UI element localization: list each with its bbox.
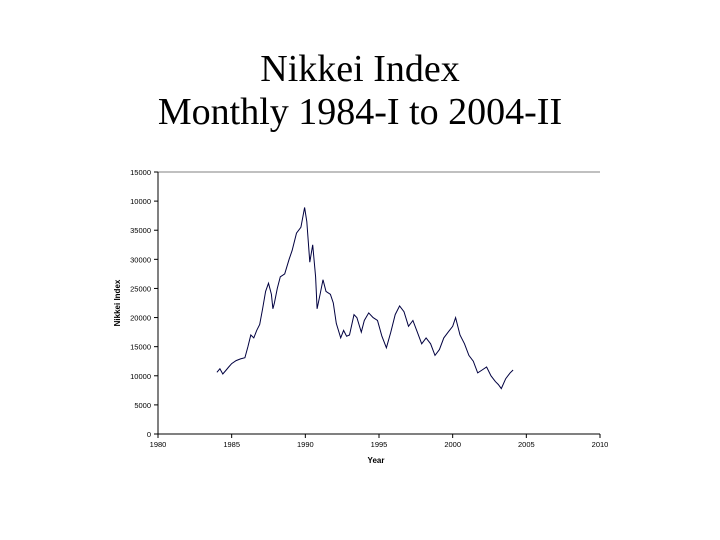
y-tick-label: 15000 bbox=[130, 343, 151, 352]
x-tick-label: 2005 bbox=[518, 440, 535, 449]
y-tick-label: 10000 bbox=[130, 197, 151, 206]
chart-title-line1: Nikkei Index bbox=[260, 48, 460, 90]
y-tick-label: 5000 bbox=[134, 401, 151, 410]
y-tick-label: 10000 bbox=[130, 372, 151, 381]
chart-title-line2: Monthly 1984-I to 2004-II bbox=[157, 91, 563, 133]
x-tick-label: 1995 bbox=[371, 440, 388, 449]
x-axis-label: Year bbox=[368, 456, 385, 465]
y-axis-label: Nikkei Index bbox=[113, 279, 122, 326]
x-tick-label: 1985 bbox=[223, 440, 240, 449]
chart-title: Nikkei Index Monthly 1984-I to 2004-II bbox=[0, 48, 720, 134]
x-tick-label: 2000 bbox=[444, 440, 461, 449]
y-tick-label: 35000 bbox=[130, 226, 151, 235]
y-tick-label: 30000 bbox=[130, 255, 151, 264]
y-tick-label: 25000 bbox=[130, 284, 151, 293]
x-axis-ticks: 1980 1985 1990 1995 2000 2005 2010 bbox=[150, 434, 609, 449]
x-tick-label: 2010 bbox=[592, 440, 609, 449]
x-tick-label: 1990 bbox=[297, 440, 314, 449]
y-tick-label: 15000 bbox=[130, 168, 151, 177]
y-tick-label: 20000 bbox=[130, 314, 151, 323]
y-axis-ticks: 0 5000 10000 15000 20000 25000 30000 35000 10000… bbox=[130, 168, 158, 439]
y-tick-label: 0 bbox=[147, 430, 151, 439]
nikkei-index-line bbox=[216, 207, 514, 390]
x-tick-label: 1980 bbox=[150, 440, 167, 449]
